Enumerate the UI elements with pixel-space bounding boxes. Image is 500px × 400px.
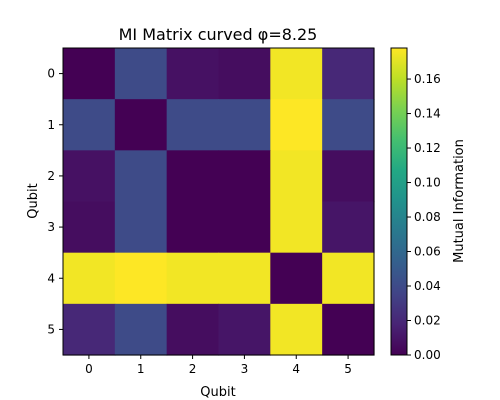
heatmap-cell — [114, 48, 168, 100]
colorbar-tick-label: 0.00 — [414, 348, 441, 362]
heatmap-cell — [218, 303, 271, 356]
y-tick-label: 3 — [47, 220, 55, 234]
heatmap-cell — [166, 201, 220, 254]
x-axis-label: Qubit — [200, 385, 235, 400]
x-tick-label: 4 — [292, 362, 300, 376]
heatmap-cell — [322, 201, 375, 254]
heatmap-cell — [166, 252, 220, 305]
heatmap-cell — [114, 150, 168, 203]
heatmap-cells — [63, 48, 375, 356]
heatmap-cell — [322, 150, 375, 203]
plot-frame — [62, 47, 375, 356]
heatmap-cell — [63, 48, 116, 100]
heatmap-cell — [166, 99, 220, 151]
x-tick-label: 0 — [85, 362, 93, 376]
colorbar-tick-label: 0.08 — [414, 210, 441, 224]
y-tick-label: 0 — [47, 67, 55, 81]
heatmap-cell — [166, 303, 220, 356]
x-tick-label: 2 — [189, 362, 197, 376]
heatmap-cell — [270, 99, 323, 151]
colorbar-label: Mutual Information — [452, 139, 467, 263]
y-tick-label: 1 — [47, 118, 55, 132]
colorbar-tick-label: 0.14 — [414, 107, 441, 121]
heatmap-cell — [114, 303, 168, 356]
colorbar-tick-label: 0.12 — [414, 141, 441, 155]
x-axis-ticks: 0 1 2 3 4 5 — [85, 355, 352, 376]
heatmap-cell — [114, 99, 168, 151]
colorbar — [390, 47, 408, 356]
colorbar-tick-label: 0.10 — [414, 176, 441, 190]
chart-title: MI Matrix curved φ=8.25 — [119, 25, 318, 44]
x-tick-label: 1 — [137, 362, 145, 376]
heatmap-cell — [114, 201, 168, 254]
colorbar-tick-label: 0.02 — [414, 314, 441, 328]
y-axis-label: Qubit — [26, 183, 41, 218]
x-tick-label: 5 — [344, 362, 352, 376]
heatmap-cell — [270, 201, 323, 254]
heatmap-cell — [322, 99, 375, 151]
heatmap-cell — [63, 150, 116, 203]
heatmap-cell — [63, 252, 116, 305]
colorbar-tick-label: 0.04 — [414, 279, 441, 293]
heatmap-cell — [166, 48, 220, 100]
heatmap-cell — [63, 99, 116, 151]
heatmap-cell — [322, 252, 375, 305]
colorbar-ticks: 0.00 0.02 0.04 0.06 0.08 0.10 0.12 0.14 0.16 — [407, 72, 441, 362]
colorbar-tick-label: 0.06 — [414, 245, 441, 259]
colorbar-tick-label: 0.16 — [414, 72, 441, 86]
heatmap-cell — [218, 201, 271, 254]
heatmap-cell — [63, 303, 116, 356]
heatmap-cell — [218, 252, 271, 305]
x-tick-label: 3 — [241, 362, 249, 376]
heatmap-cell — [114, 252, 168, 305]
y-axis-ticks: 0 1 2 3 4 5 — [47, 67, 63, 336]
heatmap-cell — [218, 48, 271, 100]
heatmap-cell — [270, 150, 323, 203]
heatmap-cell — [270, 252, 323, 305]
heatmap-cell — [322, 303, 375, 356]
heatmap-cell — [218, 99, 271, 151]
heatmap-cell — [63, 201, 116, 254]
y-tick-label: 5 — [47, 322, 55, 336]
heatmap-cell — [218, 150, 271, 203]
heatmap-cell — [270, 303, 323, 356]
heatmap-cell — [322, 48, 375, 100]
heatmap-cell — [166, 150, 220, 203]
heatmap-cell — [270, 48, 323, 100]
y-tick-label: 2 — [47, 169, 55, 183]
y-tick-label: 4 — [47, 271, 55, 285]
